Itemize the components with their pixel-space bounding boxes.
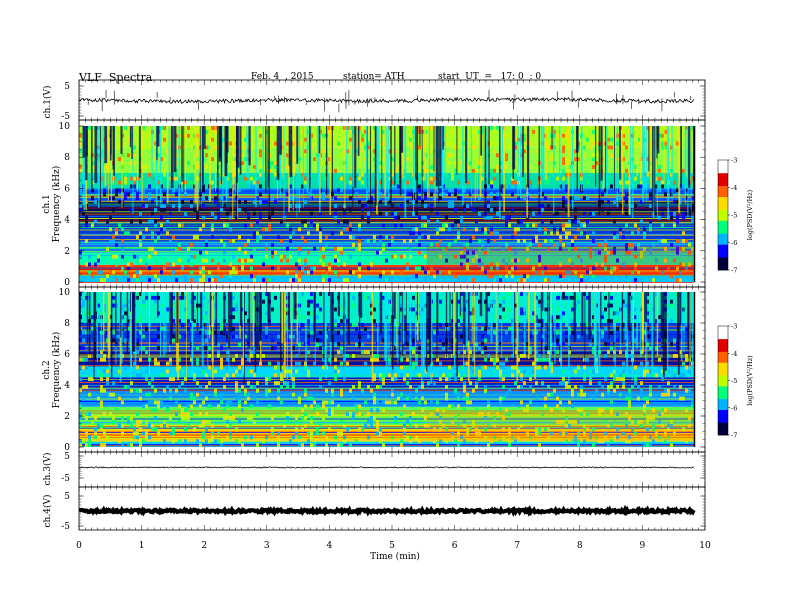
y-tick-label: 10 — [59, 122, 71, 132]
y-tick-label: -5 — [61, 522, 70, 532]
panel-frame-1 — [78, 79, 706, 121]
colorbar-tick-label: -7 — [731, 432, 737, 440]
colorbar-tick-label: -3 — [731, 323, 737, 331]
waveform-ch3 — [79, 466, 694, 469]
ch1-channel-label: ch.1 — [42, 194, 52, 213]
colorbar-tick-label: -7 — [731, 267, 737, 275]
x-tick-label: 5 — [389, 541, 395, 551]
panel-frame-4 — [78, 451, 706, 488]
x-tick-label: 6 — [452, 541, 458, 551]
x-axis-label: Time (min) — [370, 551, 420, 562]
station-label: station= ATH — [343, 72, 405, 82]
y-tick-label: 8 — [64, 153, 70, 163]
ch1-wave-ylabel: ch.1(V) — [42, 86, 53, 119]
start-time-label: start UT = 17: 0 : 0 — [438, 72, 542, 82]
date-label: Feb. 4 , 2015 — [251, 72, 314, 82]
x-tick-label: 1 — [139, 541, 145, 551]
x-tick-label: 8 — [577, 541, 583, 551]
colorbar-tick-label: -5 — [731, 212, 737, 220]
x-tick-label: 7 — [514, 541, 520, 551]
ch3-wave-ylabel: ch.3(V) — [42, 453, 53, 486]
y-tick-label: -5 — [61, 112, 70, 122]
colorbar-ch2: -3 -4 -5 -6 -7 log(PSD(V²/Hz) — [717, 323, 754, 440]
y-tick-label: 4 — [64, 216, 70, 226]
colorbar-ch1: -3 -4 -5 -6 -7 log(PSD(V²/Hz) — [717, 157, 754, 275]
waveform-ch4 — [79, 504, 696, 517]
spectrogram-ch2 — [79, 292, 696, 447]
y-tick-label: 5 — [64, 492, 70, 502]
y-tick-label: 6 — [64, 184, 70, 194]
y-tick-label: 0 — [64, 278, 70, 288]
y-tick-label: 10 — [59, 288, 71, 298]
y-tick-label: 8 — [64, 319, 70, 329]
ch1-freq-ylabel: Frequency (kHz) — [51, 166, 62, 243]
colorbar-tick-label: -6 — [731, 239, 737, 247]
colorbar-label: log(PSD(V²/Hz) — [746, 355, 754, 406]
colorbar-tick-label: -4 — [731, 184, 737, 192]
colorbar-tick-label: -3 — [731, 157, 737, 165]
y-tick-label: 2 — [64, 412, 70, 422]
ch4-wave-ylabel: ch.4(V) — [42, 495, 53, 528]
colorbar-tick-label: -6 — [731, 404, 737, 412]
ch2-channel-label: ch.2 — [42, 360, 52, 379]
y-tick-label: 0 — [64, 443, 70, 453]
y-tick-label: 6 — [64, 350, 70, 360]
colorbar-label: log(PSD(V²/Hz) — [746, 189, 754, 240]
y-tick-label: 4 — [64, 381, 70, 391]
x-tick-label: 3 — [264, 541, 270, 551]
waveform-ch1 — [79, 96, 695, 105]
y-tick-label: 5 — [64, 452, 70, 462]
spectrogram-ch1 — [79, 126, 696, 283]
x-tick-label: 2 — [201, 541, 207, 551]
x-tick-label: 4 — [327, 541, 333, 551]
colorbar-tick-label: -5 — [731, 377, 737, 385]
x-tick-label: 9 — [640, 541, 646, 551]
x-tick-label: 0 — [76, 541, 82, 551]
y-tick-label: 5 — [64, 82, 70, 92]
y-tick-label: 2 — [64, 247, 70, 257]
ch2-freq-ylabel: Frequency (kHz) — [51, 332, 62, 409]
y-tick-label: -5 — [61, 474, 70, 484]
x-tick-label: 10 — [699, 541, 711, 551]
colorbar-tick-label: -4 — [731, 350, 737, 358]
